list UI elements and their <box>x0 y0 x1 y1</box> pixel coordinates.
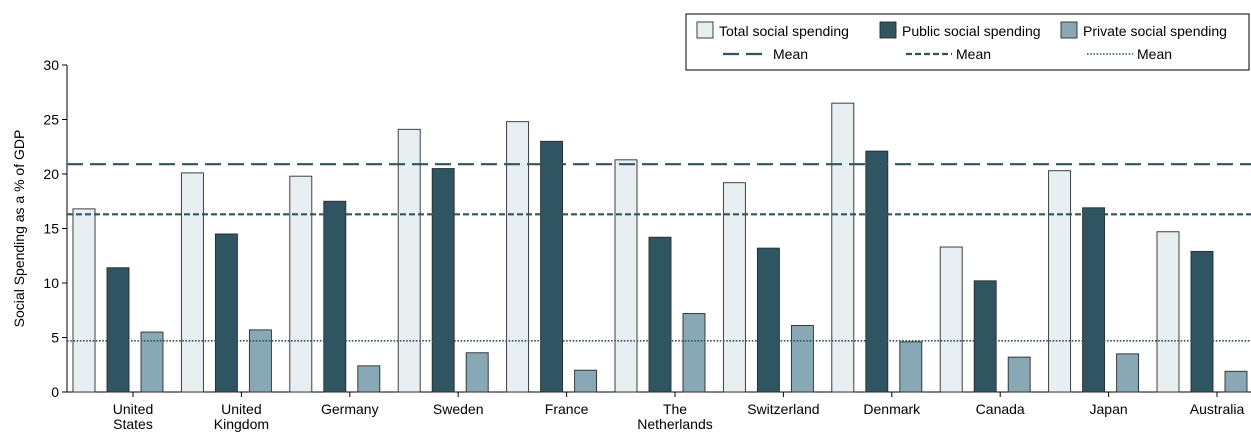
legend-swatch <box>879 21 897 39</box>
bars <box>72 102 1248 393</box>
bar-private <box>357 365 381 393</box>
bar-total <box>72 208 96 393</box>
y-axis-title: Social Spending as a % of GDP <box>11 130 27 328</box>
bar-total <box>180 172 204 393</box>
bar-total <box>939 246 963 393</box>
x-tick-label: United <box>113 401 153 417</box>
bar-private <box>1224 370 1248 393</box>
bar-public <box>214 233 238 393</box>
bar-public <box>648 236 672 393</box>
bar-private <box>899 341 923 393</box>
bar-public <box>540 140 564 393</box>
bar-private <box>574 369 598 393</box>
bar-total <box>831 102 855 393</box>
bar-public <box>1190 250 1214 393</box>
bar-total <box>506 121 530 393</box>
bar-public <box>431 168 455 393</box>
bar-private <box>1116 353 1140 393</box>
legend-swatch <box>696 21 714 39</box>
legend-mean-label: Mean <box>773 46 808 62</box>
bar-public <box>756 247 780 393</box>
legend-box <box>685 13 1250 71</box>
mean-lines <box>67 163 1251 342</box>
x-tick-label: The <box>663 401 687 417</box>
x-tick-label: Sweden <box>433 401 484 417</box>
bar-public <box>323 200 347 393</box>
bar-private <box>790 325 814 393</box>
bar-private <box>1007 356 1031 393</box>
y-tick-label: 5 <box>51 330 59 346</box>
bar-total <box>722 182 746 393</box>
bar-private <box>140 331 164 393</box>
x-tick-label: Kingdom <box>214 416 269 432</box>
legend-series-label: Total social spending <box>719 23 849 39</box>
bar-private <box>248 329 272 393</box>
bar-total <box>1156 231 1180 393</box>
bar-total <box>1048 170 1072 393</box>
bar-public <box>1082 207 1106 393</box>
x-tick-label: Germany <box>321 401 379 417</box>
x-tick-label: Canada <box>976 401 1025 417</box>
bar-private <box>465 352 489 393</box>
bar-private <box>682 313 706 393</box>
y-tick-label: 10 <box>43 275 59 291</box>
legend-series-label: Public social spending <box>902 23 1041 39</box>
y-tick-label: 15 <box>43 221 59 237</box>
legend-mean-label: Mean <box>956 46 991 62</box>
bar-public <box>973 280 997 393</box>
bar-public <box>865 150 889 393</box>
x-tick-label: Japan <box>1090 401 1128 417</box>
x-tick-label: Switzerland <box>747 401 819 417</box>
legend-mean-label: Mean <box>1137 46 1172 62</box>
legend-series-label: Private social spending <box>1083 23 1227 39</box>
x-tick-label: States <box>113 416 153 432</box>
x-tick-label: Netherlands <box>637 416 713 432</box>
x-tick-label: France <box>545 401 589 417</box>
legend: Total social spending Mean Public social s… <box>685 13 1250 71</box>
y-tick-label: 0 <box>51 384 59 400</box>
legend-swatch <box>1060 21 1078 39</box>
bar-total <box>614 159 638 393</box>
x-tick-label: Australia <box>1190 401 1245 417</box>
y-tick-label: 25 <box>43 112 59 128</box>
bar-total <box>289 175 313 393</box>
bar-public <box>106 267 130 393</box>
y-tick-label: 30 <box>43 57 59 73</box>
axes: 0 5 10 15 20 25 30 Social Spending as a % of GD… <box>11 57 1251 432</box>
bar-total <box>397 128 421 393</box>
y-tick-label: 20 <box>43 166 59 182</box>
x-tick-label: United <box>221 401 261 417</box>
x-tick-label: Denmark <box>863 401 921 417</box>
